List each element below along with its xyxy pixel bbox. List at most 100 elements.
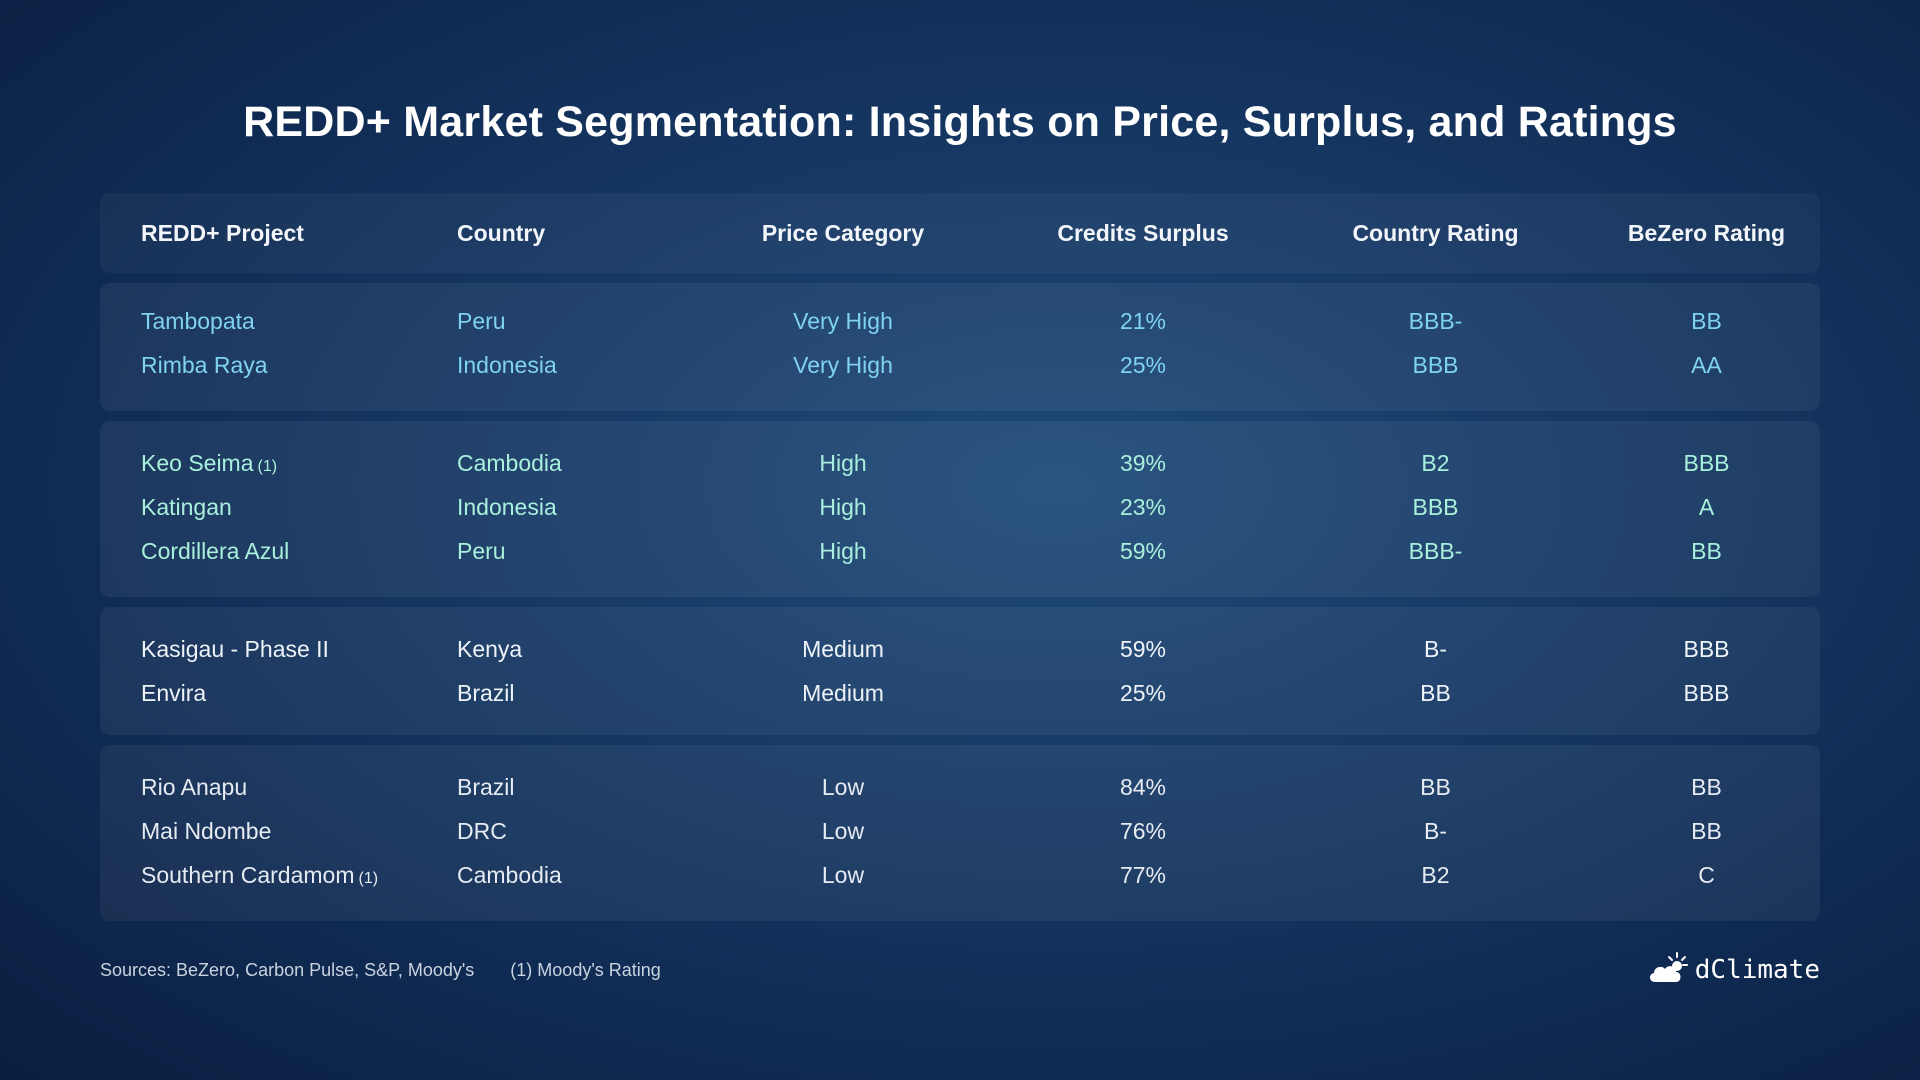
country-cell: Peru <box>457 537 506 564</box>
price-cell: Low <box>821 861 865 888</box>
country-rating-cell: BBB <box>1412 351 1459 378</box>
country-rating-cell: B2 <box>1421 449 1450 476</box>
surplus-cell: 25% <box>1119 679 1167 706</box>
table-row: Katingan Indonesia High 23% BBB A <box>100 485 1820 529</box>
country-cell: Kenya <box>457 635 523 662</box>
table-row: Rio Anapu Brazil Low 84% BB BB <box>100 765 1820 809</box>
group-high: Keo Seima (1) Cambodia High 39% B2 BBB Ka… <box>100 421 1820 597</box>
project-cell: Kasigau - Phase II <box>100 636 447 663</box>
country-rating-cell: B- <box>1424 817 1447 844</box>
table-row: Tambopata Peru Very High 21% BBB- BB <box>100 299 1820 343</box>
price-cell: High <box>819 449 867 476</box>
surplus-cell: 84% <box>1119 773 1167 800</box>
country-cell: Peru <box>457 307 506 334</box>
footer: Sources: BeZero, Carbon Pulse, S&P, Mood… <box>100 960 661 981</box>
project-cell: Cordillera Azul <box>100 538 447 565</box>
logo-text: dClimate <box>1694 954 1820 985</box>
country-cell: Indonesia <box>457 351 557 378</box>
country-rating-cell: B- <box>1424 635 1447 662</box>
bezero-rating-cell: BBB <box>1683 449 1730 476</box>
project-name: Envira <box>141 679 207 706</box>
price-cell: Low <box>821 773 865 800</box>
header-country: Country <box>457 219 546 246</box>
brand-logo: dClimate <box>1647 950 1820 989</box>
surplus-cell: 77% <box>1119 861 1167 888</box>
bezero-rating-cell: BBB <box>1683 679 1730 706</box>
country-cell: Brazil <box>457 679 515 706</box>
price-cell: Low <box>821 817 865 844</box>
price-cell: High <box>819 493 867 520</box>
project-cell: Katingan <box>100 494 447 521</box>
country-rating-cell: BBB <box>1412 493 1459 520</box>
footnote-marker: (1) <box>358 869 379 887</box>
project-cell: Rio Anapu <box>100 774 447 801</box>
surplus-cell: 76% <box>1119 817 1167 844</box>
surplus-cell: 21% <box>1119 307 1167 334</box>
bezero-rating-cell: BB <box>1691 537 1722 564</box>
project-cell: Southern Cardamom (1) <box>100 862 447 889</box>
country-cell: Cambodia <box>457 449 562 476</box>
table-row: Mai Ndombe DRC Low 76% B- BB <box>100 809 1820 853</box>
project-cell: Envira <box>100 680 447 707</box>
table-row: Keo Seima (1) Cambodia High 39% B2 BBB <box>100 441 1820 485</box>
country-cell: Indonesia <box>457 493 557 520</box>
table-row: Southern Cardamom (1) Cambodia Low 77% B2… <box>100 853 1820 897</box>
header-bezero-rating: BeZero Rating <box>1627 219 1786 246</box>
surplus-cell: 59% <box>1119 635 1167 662</box>
project-cell: Keo Seima (1) <box>100 450 447 477</box>
bezero-rating-cell: C <box>1698 861 1715 888</box>
bezero-rating-cell: BB <box>1691 307 1722 334</box>
bezero-rating-cell: A <box>1698 493 1715 520</box>
bezero-rating-cell: BB <box>1691 817 1722 844</box>
surplus-cell: 25% <box>1119 351 1167 378</box>
table-row: Cordillera Azul Peru High 59% BBB- BB <box>100 529 1820 573</box>
bezero-rating-cell: AA <box>1691 351 1722 378</box>
page-title: REDD+ Market Segmentation: Insights on P… <box>243 98 1677 146</box>
bezero-rating-cell: BBB <box>1683 635 1730 662</box>
project-name: Mai Ndombe <box>141 817 272 844</box>
header-credits-surplus: Credits Surplus <box>1057 219 1229 246</box>
project-cell: Tambopata <box>100 308 447 335</box>
project-name: Keo Seima <box>141 449 254 476</box>
header-project: REDD+ Project <box>141 219 304 246</box>
country-rating-cell: BBB- <box>1408 307 1463 334</box>
table-row: Kasigau - Phase II Kenya Medium 59% B- B… <box>100 627 1820 671</box>
footnote-marker: (1) <box>257 457 278 475</box>
price-cell: Very High <box>793 351 893 378</box>
header-country-rating: Country Rating <box>1352 219 1519 246</box>
table-row: Rimba Raya Indonesia Very High 25% BBB A… <box>100 343 1820 387</box>
price-cell: Medium <box>802 635 884 662</box>
country-rating-cell: B2 <box>1421 861 1450 888</box>
header-price-category: Price Category <box>761 219 925 246</box>
surplus-cell: 59% <box>1119 537 1167 564</box>
group-very-high: Tambopata Peru Very High 21% BBB- BB Rim… <box>100 283 1820 411</box>
sources-note: Sources: BeZero, Carbon Pulse, S&P, Mood… <box>100 960 475 980</box>
group-medium: Kasigau - Phase II Kenya Medium 59% B- B… <box>100 607 1820 735</box>
bezero-rating-cell: BB <box>1691 773 1722 800</box>
table-header: REDD+ Project Country Price Category Cre… <box>100 193 1820 273</box>
country-cell: Brazil <box>457 773 515 800</box>
project-name: Rio Anapu <box>141 773 248 800</box>
country-rating-cell: BB <box>1420 773 1451 800</box>
project-name: Cordillera Azul <box>141 537 290 564</box>
country-cell: Cambodia <box>457 861 562 888</box>
surplus-cell: 23% <box>1119 493 1167 520</box>
segmentation-table: REDD+ Project Country Price Category Cre… <box>100 193 1820 921</box>
footnote-legend: (1) Moody's Rating <box>510 960 661 980</box>
project-name: Rimba Raya <box>141 351 268 378</box>
price-cell: Medium <box>802 679 884 706</box>
group-low: Rio Anapu Brazil Low 84% BB BB Mai Ndomb… <box>100 745 1820 921</box>
project-name: Southern Cardamom <box>141 861 355 888</box>
country-rating-cell: BB <box>1420 679 1451 706</box>
project-name: Kasigau - Phase II <box>141 635 329 662</box>
country-rating-cell: BBB- <box>1408 537 1463 564</box>
project-name: Katingan <box>141 493 232 520</box>
price-cell: High <box>819 537 867 564</box>
country-cell: DRC <box>457 817 507 844</box>
cloud-sun-icon <box>1647 950 1689 989</box>
project-cell: Mai Ndombe <box>100 818 447 845</box>
surplus-cell: 39% <box>1119 449 1167 476</box>
project-cell: Rimba Raya <box>100 352 447 379</box>
project-name: Tambopata <box>141 307 255 334</box>
table-row: Envira Brazil Medium 25% BB BBB <box>100 671 1820 715</box>
